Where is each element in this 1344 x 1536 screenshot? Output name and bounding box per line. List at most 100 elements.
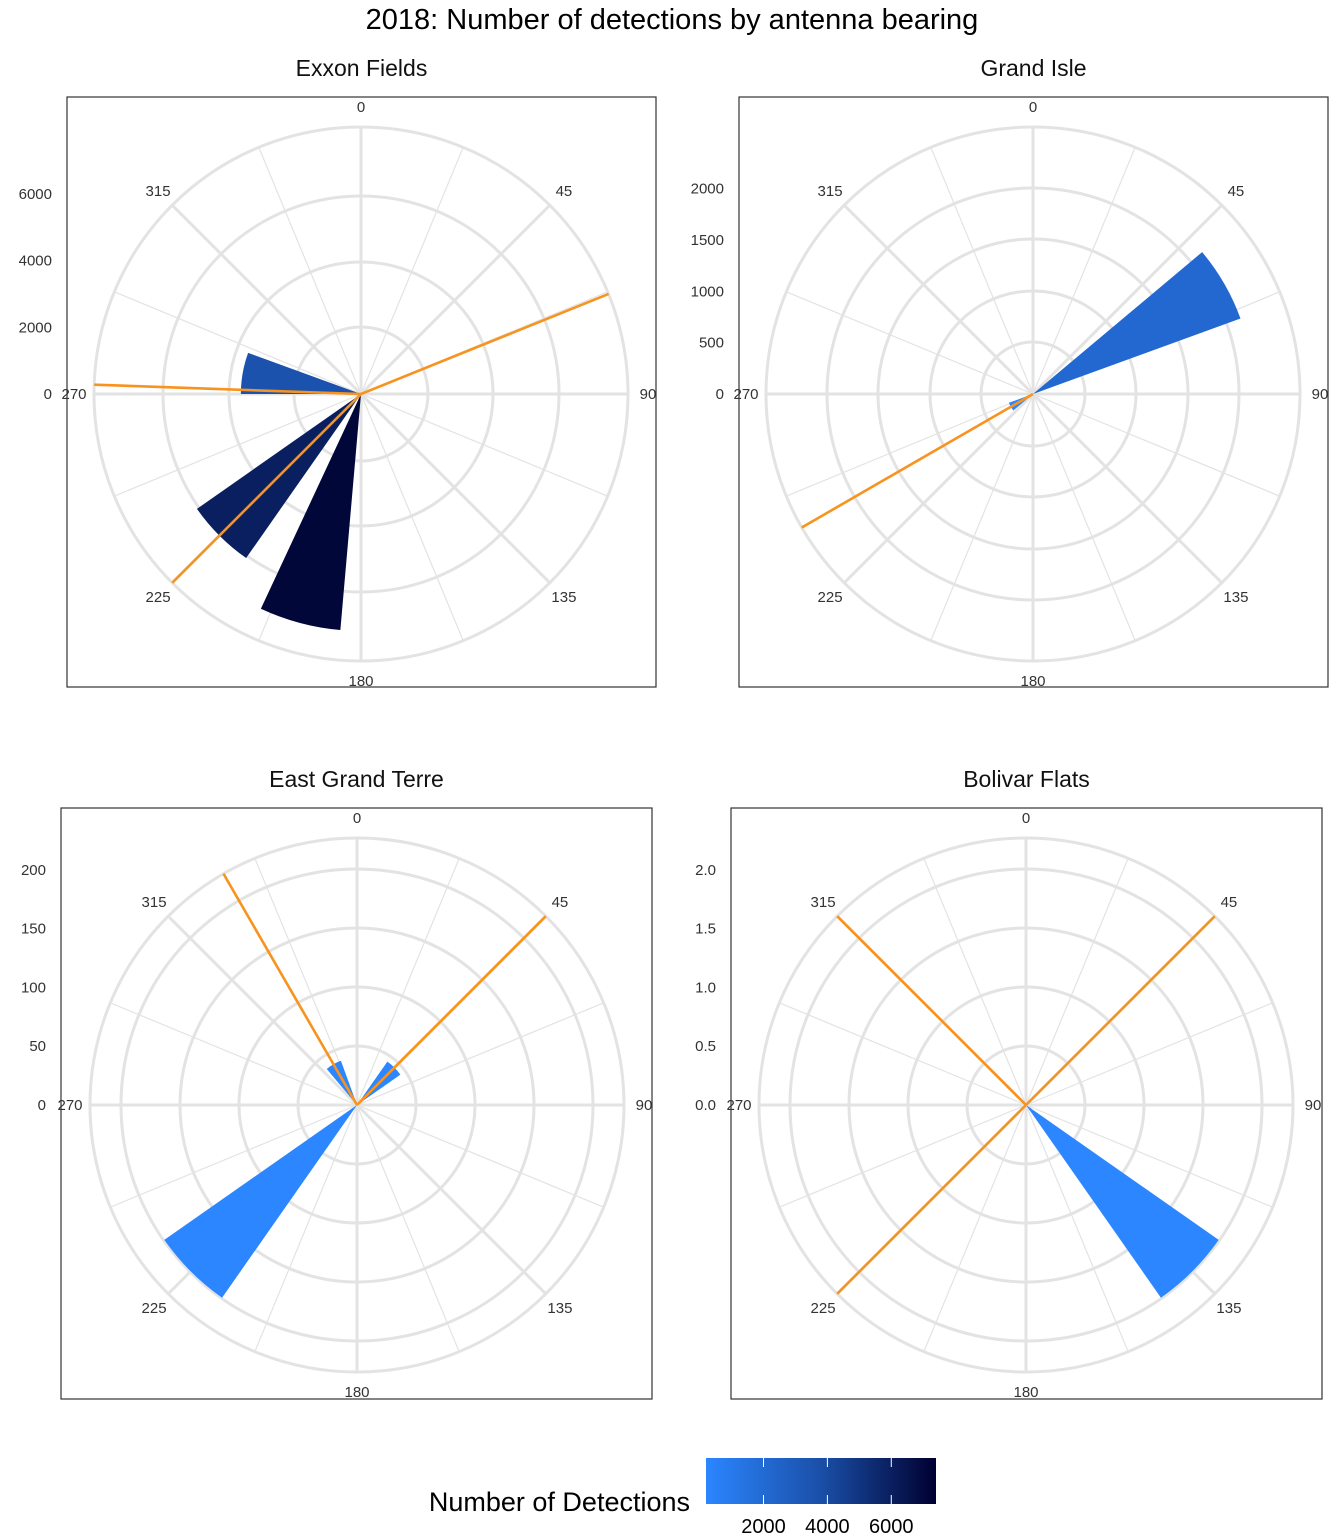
minor-spoke — [360, 393, 608, 497]
panel-2: 0 45 90 135 180 225 270 315 0 500 1000 1500 2000 Gran… — [691, 55, 1329, 690]
radial-tick-label: 1000 — [691, 283, 724, 300]
radial-tick-label: 6000 — [19, 186, 52, 203]
minor-spoke — [360, 393, 464, 641]
grid-ring — [847, 926, 1205, 1284]
minor-spoke — [786, 291, 1034, 395]
angle-tick-label: 0 — [1022, 810, 1030, 827]
panel-3: 0 45 90 135 180 225 270 315 0 50 100 150 200 East Gra… — [21, 766, 653, 1401]
minor-spoke — [258, 147, 362, 395]
minor-spoke — [360, 147, 464, 395]
radial-tick-label: 1.5 — [695, 921, 716, 938]
bearing-line-2 — [1025, 915, 1216, 1106]
angle-tick-label: 270 — [57, 1097, 82, 1114]
grid-ring — [119, 867, 595, 1343]
radial-tick-label: 100 — [21, 979, 46, 996]
bearing-line-3 — [171, 393, 362, 584]
radial-tick-label: 0.5 — [695, 1038, 716, 1055]
bar-1 — [240, 352, 361, 394]
radial-tick-label: 1.0 — [695, 979, 716, 996]
radial-tick-label: 0 — [716, 386, 724, 403]
minor-spoke — [930, 147, 1034, 395]
angle-tick-label: 135 — [1216, 1300, 1241, 1317]
angle-tick-label: 315 — [146, 183, 171, 200]
angle-tick-label: 180 — [1020, 673, 1045, 690]
panel-title: Bolivar Flats — [963, 766, 1090, 792]
minor-spoke — [786, 393, 1034, 497]
panel-border — [730, 807, 1323, 1400]
panel-title: Exxon Fields — [296, 55, 428, 81]
minor-spoke — [1032, 393, 1136, 641]
legend-tick-label: 6000 — [869, 1516, 914, 1536]
radial-tick-label: 0 — [38, 1097, 46, 1114]
angle-tick-label: 180 — [1013, 1384, 1038, 1401]
angle-tick-label: 135 — [551, 589, 576, 606]
minor-spoke — [923, 1104, 1027, 1352]
panel-title: East Grand Terre — [269, 766, 444, 792]
angle-tick-label: 225 — [146, 589, 171, 606]
grid-ring — [296, 1044, 418, 1166]
angle-tick-label: 45 — [556, 183, 573, 200]
major-spoke — [359, 204, 551, 396]
radial-tick-label: 1500 — [691, 232, 724, 249]
angle-tick-label: 90 — [1305, 1097, 1322, 1114]
major-spoke — [171, 204, 363, 396]
radial-tick-label: 50 — [29, 1038, 46, 1055]
minor-spoke — [110, 1104, 358, 1208]
grid-ring — [92, 125, 630, 663]
bearing-line-1 — [360, 292, 610, 396]
bar-1 — [164, 1105, 357, 1298]
minor-spoke — [1032, 393, 1280, 497]
angle-tick-label: 45 — [1221, 894, 1238, 911]
radial-tick-label: 4000 — [19, 253, 52, 270]
angle-tick-label: 90 — [636, 1097, 653, 1114]
minor-spoke — [110, 1002, 358, 1106]
grid-ring — [237, 985, 477, 1225]
angle-tick-label: 225 — [818, 589, 843, 606]
major-spoke — [1031, 204, 1223, 396]
radial-tick-label: 200 — [21, 862, 46, 879]
bearing-line-2 — [94, 383, 362, 396]
radial-tick-label: 2000 — [19, 319, 52, 336]
panel-title: Grand Isle — [980, 55, 1086, 81]
grid-ring — [178, 926, 536, 1284]
bearing-line-1 — [801, 392, 1034, 529]
panel-border — [60, 807, 653, 1400]
angle-tick-label: 315 — [818, 183, 843, 200]
minor-spoke — [1025, 858, 1129, 1106]
radial-tick-label: 2000 — [691, 181, 724, 198]
major-spoke — [843, 204, 1035, 396]
angle-tick-label: 135 — [547, 1300, 572, 1317]
minor-spoke — [1025, 1104, 1273, 1208]
minor-spoke — [930, 393, 1034, 641]
angle-tick-label: 45 — [552, 894, 569, 911]
grid-ring — [88, 836, 626, 1374]
bearing-line-1 — [836, 915, 1027, 1106]
bar-1 — [1033, 252, 1241, 394]
bearing-line-3 — [836, 1104, 1027, 1295]
bearing-line-2 — [356, 915, 547, 1106]
minor-spoke — [1025, 1002, 1273, 1106]
grid-ring — [876, 237, 1190, 551]
bar-3 — [260, 394, 361, 631]
angle-tick-label: 180 — [348, 673, 373, 690]
legend: Number of Detections 2000 4000 6000 — [429, 1458, 936, 1536]
grid-ring — [979, 340, 1087, 448]
panel-1: 0 45 90 135 180 225 270 315 0 2000 4000 6000 Exxon F… — [19, 55, 657, 690]
legend-tick-label: 4000 — [805, 1516, 850, 1536]
radial-tick-label: 2.0 — [695, 862, 716, 879]
radial-tick-label: 0 — [44, 386, 52, 403]
angle-tick-label: 180 — [344, 1384, 369, 1401]
grid-ring — [757, 836, 1295, 1374]
angle-tick-label: 225 — [811, 1300, 836, 1317]
angle-tick-label: 0 — [1029, 99, 1037, 116]
major-spoke — [167, 915, 359, 1107]
minor-spoke — [356, 1002, 604, 1106]
grid-ring — [825, 186, 1241, 602]
panel-border — [738, 96, 1329, 688]
angle-tick-label: 0 — [357, 99, 365, 116]
minor-spoke — [1025, 1104, 1129, 1352]
major-spoke — [359, 392, 551, 584]
angle-tick-label: 0 — [353, 810, 361, 827]
grid-ring — [928, 289, 1138, 499]
